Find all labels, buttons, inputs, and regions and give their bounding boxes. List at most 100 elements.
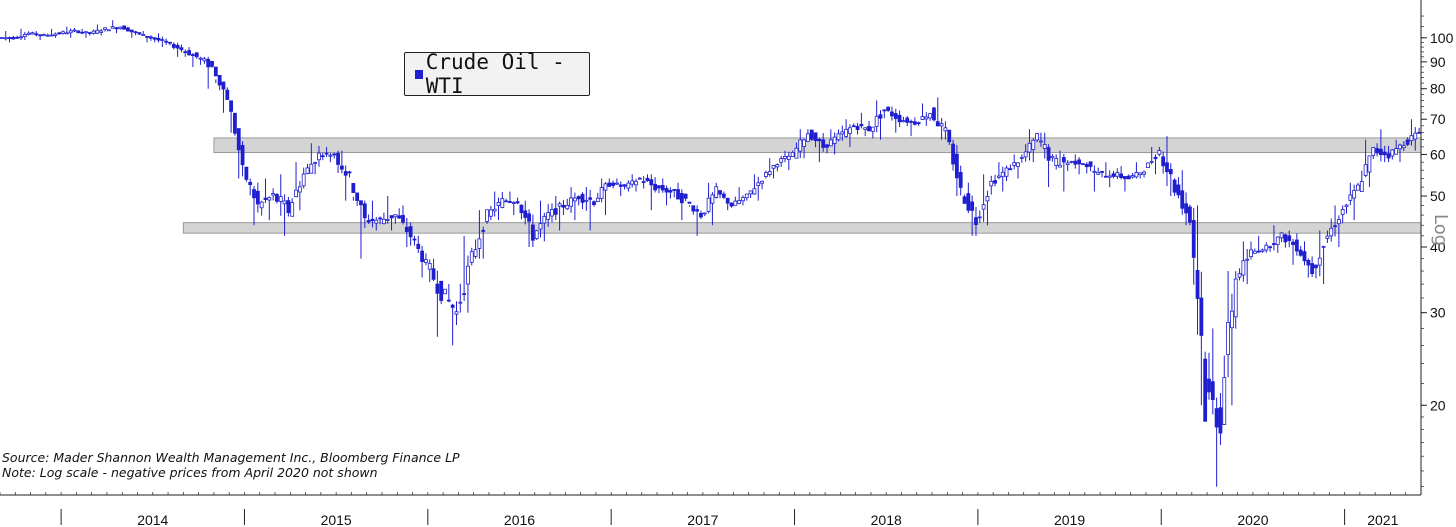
candle-body	[1329, 227, 1334, 237]
candle-body	[1103, 175, 1108, 178]
candle-body	[584, 199, 589, 202]
candle-body	[966, 193, 971, 211]
candle-body	[756, 182, 761, 186]
y-tick-label: 50	[1430, 188, 1446, 204]
candle-body	[798, 139, 803, 152]
candle-body	[290, 202, 295, 217]
candle-body	[1298, 249, 1303, 256]
candle-body	[1100, 170, 1104, 173]
candle	[901, 116, 906, 123]
candle	[53, 32, 58, 38]
candle-body	[141, 34, 146, 36]
candle-body	[977, 216, 982, 219]
candle-body	[1336, 219, 1341, 225]
candle-body	[1111, 173, 1116, 177]
candle-body	[897, 114, 902, 123]
candle-body	[1004, 167, 1009, 177]
candle-body	[951, 143, 955, 165]
candle-body	[496, 202, 501, 206]
candle	[1184, 192, 1188, 226]
candle	[1317, 230, 1322, 277]
candle-body	[607, 182, 612, 187]
candle-body	[626, 182, 631, 189]
candle	[928, 112, 933, 121]
candle	[1134, 162, 1139, 179]
candle	[408, 222, 413, 246]
candle-body	[970, 201, 975, 211]
candle	[137, 31, 142, 36]
candle	[145, 36, 149, 43]
candle	[263, 178, 268, 204]
candle-body	[11, 36, 16, 40]
candle	[496, 197, 501, 221]
candle	[477, 210, 482, 259]
candle	[1214, 397, 1219, 487]
candle	[989, 175, 994, 195]
candle-body	[1058, 164, 1062, 168]
legend-label: Crude Oil - WTI	[425, 50, 565, 98]
candle-body	[542, 215, 547, 224]
candle-body	[901, 120, 906, 123]
candle-body	[164, 40, 169, 43]
candle	[1363, 139, 1368, 178]
candle	[1230, 293, 1234, 406]
candle-body	[481, 230, 486, 232]
candle	[1260, 248, 1265, 253]
y-axis: 20 30 40 50 60 70 80 90 100	[1420, 0, 1454, 495]
candle	[599, 178, 604, 203]
candle	[1329, 218, 1334, 242]
candle	[275, 193, 279, 204]
candle	[156, 33, 161, 43]
candle	[61, 30, 65, 35]
candle	[794, 142, 799, 159]
candle-body	[343, 171, 348, 176]
candle-body	[213, 66, 218, 77]
candle-body	[519, 204, 524, 214]
candle	[775, 163, 780, 172]
candle-body	[752, 188, 757, 195]
candle	[194, 52, 199, 59]
candle-body	[53, 33, 58, 36]
candle-body	[916, 122, 921, 125]
candle-body	[488, 209, 493, 217]
candle-body	[527, 213, 531, 222]
candle-body	[118, 26, 123, 30]
candle-body	[435, 283, 440, 294]
candle-body	[1061, 157, 1066, 163]
candle-body	[1187, 206, 1192, 223]
candle-body	[1283, 234, 1288, 243]
candle	[580, 192, 585, 210]
candle	[7, 36, 12, 43]
legend: Crude Oil - WTI	[404, 50, 590, 98]
candle	[1378, 129, 1383, 162]
candle	[1092, 165, 1097, 192]
price-candles	[0, 20, 1421, 487]
candle	[1157, 146, 1162, 157]
candle-body	[431, 268, 436, 280]
candle	[1058, 150, 1062, 168]
candle-body	[962, 196, 967, 204]
candle-body	[1130, 175, 1135, 178]
candle-body	[1016, 162, 1020, 167]
candle	[297, 181, 302, 211]
candle	[1065, 160, 1070, 172]
candle	[802, 138, 806, 159]
candle	[519, 204, 524, 220]
candle	[466, 255, 470, 313]
candle	[1298, 245, 1303, 257]
candle-body	[836, 133, 841, 141]
candle-body	[1023, 151, 1028, 158]
candle-body	[168, 41, 172, 44]
candle-body	[832, 136, 837, 144]
candle-body	[592, 201, 596, 206]
candle-body	[370, 218, 375, 222]
candle-body	[1245, 258, 1250, 261]
candle-body	[106, 29, 111, 32]
candle-body	[294, 189, 298, 198]
candle	[534, 229, 539, 240]
candle	[741, 195, 745, 206]
candle-body	[91, 30, 96, 34]
candle-body	[80, 31, 85, 34]
candle-body	[221, 81, 226, 90]
candle	[550, 203, 554, 223]
